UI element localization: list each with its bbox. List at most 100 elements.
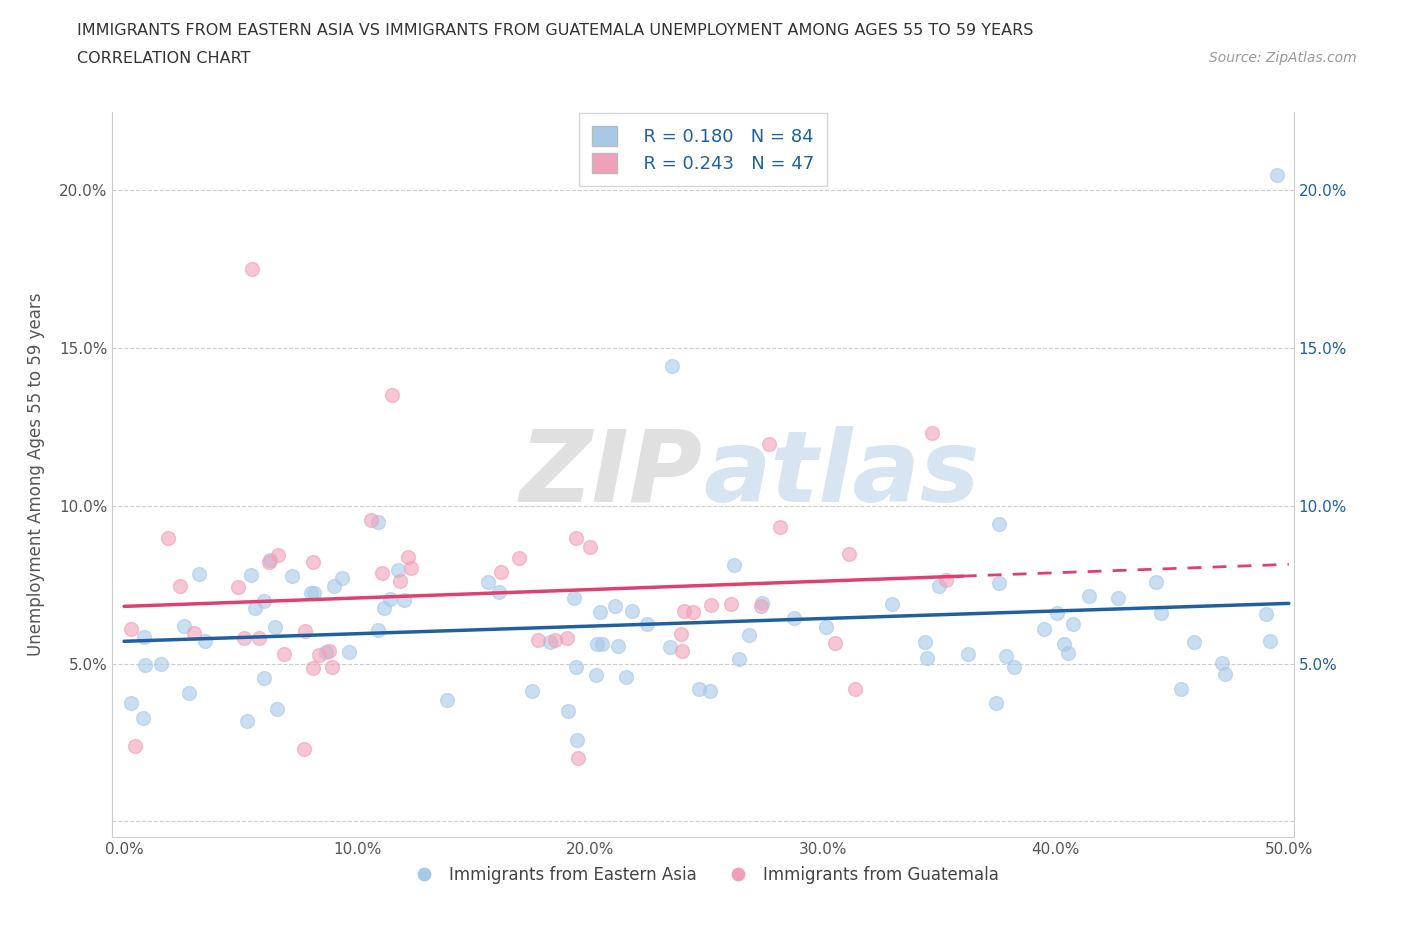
Point (1107, 591, 1129, 605)
Point (1002, 660, 1025, 675)
Point (243, 601, 266, 616)
Point (1062, 617, 1084, 631)
Point (699, 684, 721, 698)
Point (337, 644, 360, 659)
Point (603, 599, 626, 614)
Point (253, 593, 276, 608)
Point (567, 751, 589, 765)
Point (508, 551, 530, 565)
Point (263, 619, 285, 634)
Point (183, 626, 205, 641)
Point (880, 597, 903, 612)
Point (235, 713, 257, 728)
Point (308, 648, 330, 663)
Point (1211, 656, 1233, 671)
Point (367, 514, 389, 529)
Point (758, 436, 780, 451)
Point (915, 650, 938, 665)
Point (586, 637, 609, 652)
Point (557, 703, 579, 718)
Point (988, 517, 1011, 532)
Point (381, 388, 404, 403)
Point (935, 573, 957, 588)
Point (769, 520, 792, 535)
Point (606, 639, 628, 654)
Point (396, 550, 419, 565)
Point (173, 618, 195, 633)
Point (267, 548, 290, 563)
Point (1265, 167, 1288, 182)
Point (1056, 645, 1078, 660)
Point (378, 591, 401, 606)
Point (322, 578, 344, 593)
Point (921, 425, 943, 440)
Point (257, 554, 280, 569)
Point (1170, 682, 1192, 697)
Point (957, 647, 980, 662)
Point (727, 651, 749, 666)
Point (636, 617, 658, 631)
Point (299, 586, 322, 601)
Point (723, 557, 745, 572)
Point (259, 552, 281, 567)
Point (614, 670, 637, 684)
Point (844, 682, 866, 697)
Point (661, 359, 683, 374)
Point (120, 621, 142, 636)
Point (266, 701, 288, 716)
Point (399, 561, 422, 576)
Point (589, 604, 612, 619)
Point (928, 578, 950, 593)
Point (700, 598, 723, 613)
Point (373, 601, 395, 616)
Point (294, 623, 316, 638)
Point (394, 592, 416, 607)
Point (838, 546, 860, 561)
Point (1046, 605, 1069, 620)
Point (538, 634, 561, 649)
Point (591, 637, 613, 652)
Point (169, 578, 191, 593)
Point (124, 738, 146, 753)
Point (134, 630, 156, 644)
Point (240, 262, 263, 277)
Point (177, 685, 200, 700)
Point (585, 668, 607, 683)
Point (565, 530, 588, 545)
Point (1144, 575, 1167, 590)
Point (526, 632, 548, 647)
Point (477, 575, 499, 590)
Point (281, 568, 304, 583)
Point (994, 648, 1017, 663)
Point (1150, 605, 1173, 620)
Point (988, 575, 1011, 590)
Point (565, 659, 588, 674)
Point (555, 631, 578, 645)
Point (194, 634, 217, 649)
Point (751, 595, 773, 610)
Text: CORRELATION CHART: CORRELATION CHART (77, 51, 250, 66)
Point (489, 565, 512, 580)
Point (984, 696, 1007, 711)
Point (360, 513, 382, 528)
Text: atlas: atlas (703, 426, 980, 523)
Point (292, 741, 315, 756)
Point (302, 554, 325, 569)
Point (247, 631, 270, 646)
Point (1078, 589, 1101, 604)
Text: Source: ZipAtlas.com: Source: ZipAtlas.com (1209, 51, 1357, 65)
Point (1053, 637, 1076, 652)
Point (814, 619, 837, 634)
Point (226, 579, 249, 594)
Y-axis label: Unemployment Among Ages 55 to 59 years: Unemployment Among Ages 55 to 59 years (27, 293, 45, 656)
Point (273, 646, 295, 661)
Point (302, 660, 325, 675)
Point (321, 660, 343, 675)
Point (673, 603, 696, 618)
Point (150, 656, 173, 671)
Point (388, 574, 411, 589)
Point (488, 585, 510, 600)
Point (315, 644, 337, 659)
Point (682, 605, 704, 620)
Point (367, 623, 389, 638)
